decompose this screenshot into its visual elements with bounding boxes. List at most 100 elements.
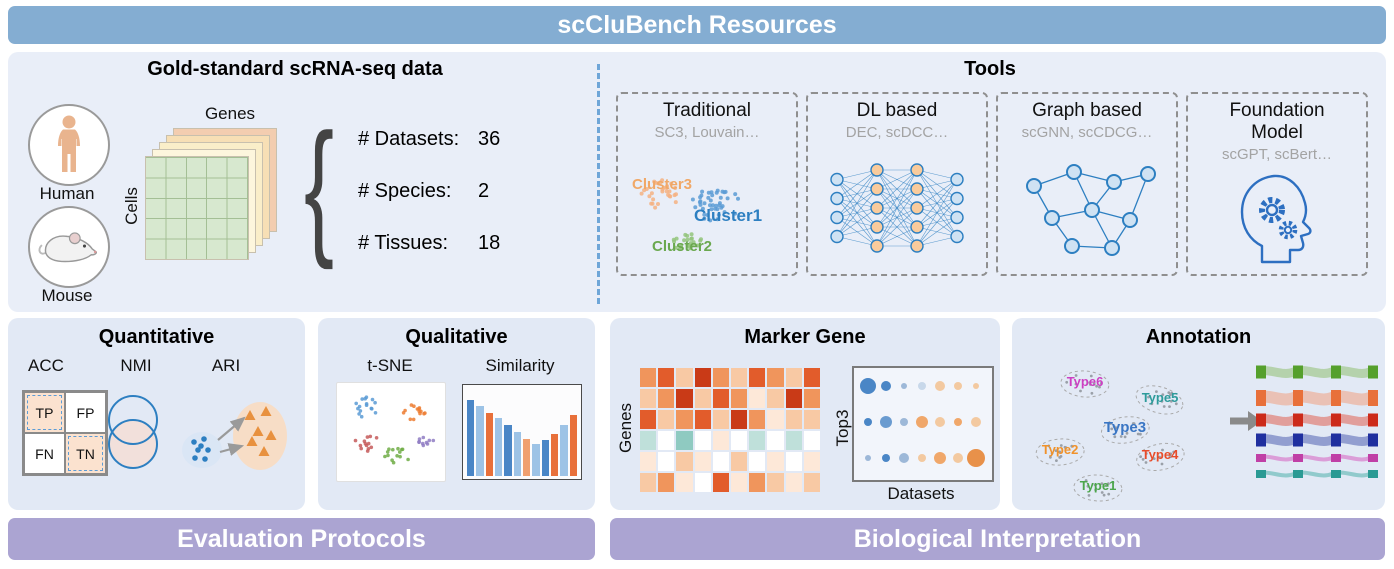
heatmap-cell [658, 431, 675, 450]
similarity-bar [476, 406, 484, 476]
heatmap-cell [767, 431, 784, 450]
stat-tissues: # Tissues: 18 [358, 232, 518, 255]
dotplot-datasets-label: Datasets [887, 484, 955, 503]
heatmap-cell [676, 368, 693, 387]
matrix-layer-front [145, 156, 249, 260]
marker-gene-title: Marker Gene [744, 326, 866, 348]
cluster-label: Cluster2 [652, 238, 713, 255]
heatmap-cell [640, 368, 657, 387]
header-title: scCluBench Resources [557, 10, 837, 39]
heatmap-cell [640, 473, 657, 492]
traditional-cluster-labels: Cluster3 Cluster1 Cluster2 [618, 142, 796, 272]
svg-text:Type5: Type5 [1142, 390, 1179, 405]
evaluation-banner: Evaluation Protocols [8, 518, 595, 560]
heatmap-cell [676, 410, 693, 429]
heatmap-cell [731, 389, 748, 408]
nmi-venn-icon [108, 395, 158, 469]
heatmap-cell [731, 452, 748, 471]
heatmap-cell [712, 368, 729, 387]
similarity-bar [504, 425, 512, 476]
similarity-bar [532, 443, 540, 476]
traditional-cluster-scatter [639, 178, 740, 252]
right-arrow-icon [1230, 411, 1262, 431]
heatmap-cell [731, 410, 748, 429]
heatmap-cell [767, 389, 784, 408]
heatmap-cell [803, 410, 820, 429]
heatmap-cell [749, 410, 766, 429]
heatmap-cell [803, 431, 820, 450]
human-label: Human [39, 184, 95, 203]
similarity-bar [541, 440, 549, 476]
cell-type-clusters: Type6 Type5 Type3 Type2 Type4 Type1 [1035, 370, 1185, 502]
heatmap-cell [803, 389, 820, 408]
heatmap-cell [749, 431, 766, 450]
heatmap-cell [803, 452, 820, 471]
heatmap-cell [712, 473, 729, 492]
heatmap-cell [803, 473, 820, 492]
heatmap-cell [694, 431, 711, 450]
similarity-bar [513, 431, 521, 476]
tool-examples: scGPT, scBert… [1221, 146, 1333, 163]
heatmap-cell [640, 389, 657, 408]
heatmap-cell [658, 410, 675, 429]
svg-text:Type1: Type1 [1080, 478, 1117, 493]
cluster-label: Cluster1 [694, 206, 763, 225]
heatmap-cell [767, 368, 784, 387]
confusion-cell-fp: FP [65, 392, 106, 433]
mouse-figure-icon [38, 232, 98, 263]
heatmap-cell [731, 431, 748, 450]
marker-heatmap [640, 368, 820, 492]
stat-datasets: # Datasets: 36 [358, 128, 518, 151]
cells-axis-label: Cells [122, 187, 141, 225]
heatmap-cell [712, 389, 729, 408]
human-figure-icon [58, 115, 80, 172]
curly-brace: { [304, 102, 335, 270]
stat-tissues-value: 18 [478, 232, 501, 254]
heatmap-cell [731, 368, 748, 387]
metric-ari-label: ARI [211, 356, 241, 375]
tool-examples: DEC, scDCC… [845, 124, 949, 141]
heatmap-cell [640, 431, 657, 450]
heatmap-cell [749, 389, 766, 408]
heatmap-cell [785, 452, 802, 471]
similarity-bar [560, 425, 568, 476]
heatmap-cell [767, 452, 784, 471]
heatmap-cell [694, 389, 711, 408]
heatmap-cell [676, 431, 693, 450]
similarity-label: Similarity [485, 356, 555, 375]
heatmap-genes-label: Genes [616, 402, 635, 454]
heatmap-cell [694, 410, 711, 429]
svg-text:Type4: Type4 [1142, 447, 1179, 462]
stat-tissues-label: # Tissues: [358, 232, 449, 254]
similarity-bar [550, 433, 559, 476]
genes-axis-label: Genes [204, 104, 256, 123]
similarity-chart [462, 384, 582, 480]
interpretation-banner: Biological Interpretation [610, 518, 1385, 560]
human-icon [28, 104, 110, 186]
stat-species: # Species: 2 [358, 180, 518, 203]
annotation-panel [1012, 318, 1385, 510]
svg-text:Type3: Type3 [1104, 419, 1146, 436]
tool-name: Graph based [1032, 100, 1142, 121]
tools-title: Tools [964, 58, 1016, 80]
heatmap-cell [767, 410, 784, 429]
stat-datasets-value: 36 [478, 128, 501, 150]
similarity-bar [522, 438, 531, 476]
heatmap-cell [712, 452, 729, 471]
heatmap-cell [640, 410, 657, 429]
tsne-plot [336, 382, 446, 482]
similarity-bar [485, 413, 493, 476]
tsne-scatter [353, 395, 436, 465]
metric-acc-label: ACC [28, 356, 64, 375]
heatmap-cell [694, 473, 711, 492]
stat-species-label: # Species: [358, 180, 452, 202]
evaluation-banner-title: Evaluation Protocols [177, 524, 426, 553]
heatmap-cell [658, 452, 675, 471]
dotplot-box [852, 366, 994, 482]
confusion-cell-tp: TP [24, 392, 65, 433]
section-divider [597, 64, 600, 304]
heatmap-cell [785, 389, 802, 408]
dotplot-top3-label: Top3 [833, 409, 852, 447]
stat-species-value: 2 [478, 180, 490, 202]
marker-dotplot [860, 378, 985, 467]
